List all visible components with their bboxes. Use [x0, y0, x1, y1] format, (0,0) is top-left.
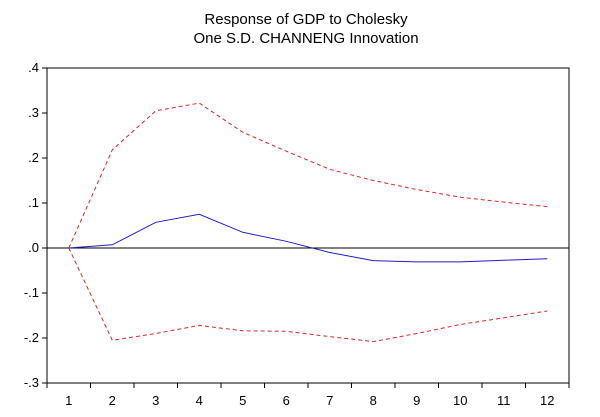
series-line-upper-band — [68, 102, 548, 249]
x-tick-label: 2 — [109, 393, 116, 408]
chart-title-line-2: One S.D. CHANNENG Innovation — [193, 30, 418, 47]
y-tick-label: -.3 — [24, 375, 39, 390]
x-tick-label: 3 — [152, 393, 159, 408]
x-tick-label: 6 — [283, 393, 290, 408]
y-axis: .4 .3 .2 .1 .0 -.1 -.2 -.3 — [24, 60, 47, 390]
y-tick-label: -.2 — [24, 330, 39, 345]
x-tick-label: 8 — [370, 393, 377, 408]
y-tick-label: .0 — [28, 240, 39, 255]
y-tick-label: .2 — [28, 150, 39, 165]
x-tick-label: 1 — [65, 393, 72, 408]
series-line-response — [68, 213, 548, 263]
y-tick-label: .1 — [28, 195, 39, 210]
x-tick-label: 12 — [540, 393, 554, 408]
y-tick-label: -.1 — [24, 285, 39, 300]
series-layer — [68, 102, 548, 343]
x-tick-label: 11 — [497, 393, 511, 408]
x-tick-label: 4 — [196, 393, 203, 408]
x-tick-label: 10 — [453, 393, 467, 408]
x-tick-label: 7 — [326, 393, 333, 408]
x-axis: 1 2 3 4 5 6 7 8 9 10 11 12 — [46, 383, 570, 408]
y-tick-label: .3 — [28, 105, 39, 120]
y-tick-label: .4 — [28, 60, 39, 75]
x-tick-label: 5 — [239, 393, 246, 408]
chart-title-line-1: Response of GDP to Cholesky — [204, 11, 408, 28]
plot-frame — [46, 67, 570, 384]
series-line-lower-band — [68, 247, 548, 343]
x-tick-label: 9 — [413, 393, 420, 408]
